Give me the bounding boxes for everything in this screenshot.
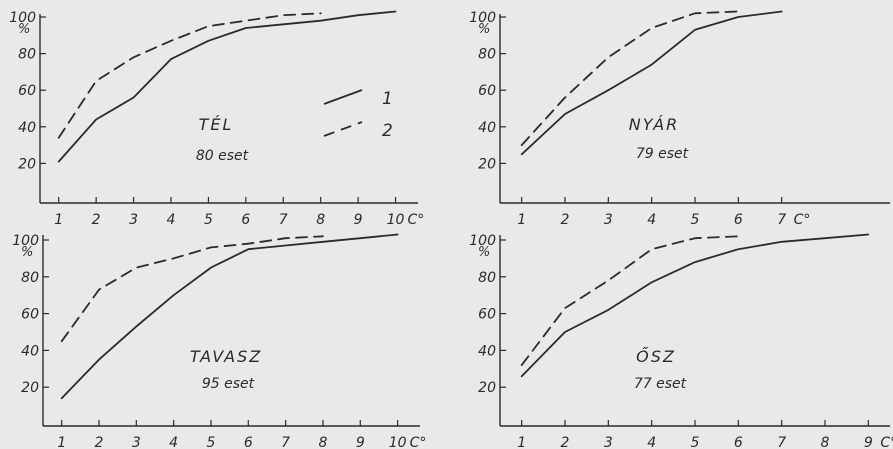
case-count-label: 79 eset — [636, 146, 689, 162]
legend-label: 2 — [382, 121, 393, 141]
season-label: TÉL — [199, 115, 234, 134]
y-tick-label: 20 — [18, 156, 36, 172]
x-tick-label: 6 — [241, 212, 250, 228]
y-tick-label: 40 — [478, 343, 496, 359]
y-axis-unit-label: % — [478, 245, 490, 260]
x-tick-label: 6 — [734, 212, 743, 228]
y-axis-unit-label: % — [478, 22, 490, 37]
chart-panel-summer: 20 40 60 80 100% 1 2 3 4 5 6 7 C° NYÁR 79 eset — [469, 10, 890, 228]
x-tick-label: 4 — [167, 212, 176, 228]
series-1-solid-line — [520, 10, 783, 156]
season-label: TAVASZ — [190, 347, 262, 366]
x-tick-label: 8 — [318, 435, 327, 449]
y-axis-unit-label: % — [21, 245, 33, 260]
x-tick-label: 8 — [316, 212, 325, 228]
y-tick-label: 80 — [478, 47, 496, 63]
legend-dashed-swatch — [323, 121, 363, 137]
series-2-dashed-line — [60, 235, 324, 343]
case-count-label: 77 eset — [634, 376, 687, 392]
season-label: ŐSZ — [636, 346, 676, 366]
series-2-dashed-line — [57, 12, 322, 139]
x-tick-label: 4 — [169, 435, 178, 449]
x-tick-label: 5 — [204, 212, 213, 228]
x-tick-label: 4 — [647, 212, 656, 228]
y-tick-label: 60 — [21, 307, 39, 323]
x-tick-label: 6 — [244, 435, 253, 449]
x-tick-label: 6 — [734, 435, 743, 449]
y-tick-label: 100 — [469, 233, 496, 249]
y-tick-label: 80 — [478, 270, 496, 286]
x-axis-unit-label: C° — [880, 435, 893, 449]
x-tick-label: 9 — [864, 435, 873, 449]
x-tick-label: 2 — [561, 212, 570, 228]
y-tick-label: 40 — [478, 120, 496, 136]
y-tick-label: 80 — [18, 47, 36, 63]
x-tick-label: 1 — [57, 435, 66, 449]
season-label: NYÁR — [629, 115, 680, 134]
x-tick-label: 10 — [389, 435, 407, 449]
y-tick-label: 100 — [12, 233, 39, 249]
y-tick-label: 100 — [9, 10, 36, 26]
legend-label: 1 — [382, 89, 393, 109]
x-tick-label: 10 — [387, 212, 405, 228]
x-tick-label: 1 — [517, 435, 526, 449]
series-1-solid-line — [60, 233, 399, 400]
series-2-dashed-line — [520, 10, 740, 147]
y-tick-label: 60 — [18, 83, 36, 99]
y-tick-label: 80 — [21, 270, 39, 286]
legend-solid-swatch — [323, 89, 363, 105]
case-count-label: 95 eset — [202, 376, 255, 392]
chart-panel-spring: 20 40 60 80 100% 1 2 3 4 5 6 7 8 9 10 C° TAVASZ 95 eset — [12, 233, 426, 449]
series-2-dashed-line — [520, 235, 740, 367]
y-axis-unit-label: % — [18, 22, 30, 37]
x-tick-label: 1 — [517, 212, 526, 228]
x-tick-label: 7 — [777, 435, 786, 449]
series-1-solid-line — [57, 10, 397, 163]
y-tick-label: 100 — [469, 10, 496, 26]
x-tick-label: 4 — [647, 435, 656, 449]
x-tick-label: 5 — [207, 435, 216, 449]
x-axis-unit-label: C° — [408, 212, 425, 228]
y-tick-label: 40 — [18, 120, 36, 136]
x-tick-label: 9 — [354, 212, 363, 228]
y-tick-label: 20 — [478, 380, 496, 396]
x-tick-label: 3 — [129, 212, 138, 228]
y-tick-label: 40 — [21, 343, 39, 359]
y-tick-label: 20 — [478, 156, 496, 172]
x-tick-label: 3 — [604, 212, 613, 228]
y-tick-label: 60 — [478, 83, 496, 99]
x-tick-label: 2 — [561, 435, 570, 449]
y-tick-label: 60 — [478, 307, 496, 323]
series-1-solid-line — [520, 233, 870, 378]
x-tick-label: 5 — [691, 435, 700, 449]
x-tick-label: 5 — [691, 212, 700, 228]
x-tick-label: 8 — [821, 435, 830, 449]
chart-panel-winter: 20 40 60 80 100% 1 2 3 4 5 6 7 8 9 10 C° TÉL 80 eset 1 2 — [9, 10, 424, 228]
x-tick-label: 2 — [92, 212, 101, 228]
x-tick-label: 1 — [54, 212, 63, 228]
x-tick-label: 7 — [281, 435, 290, 449]
x-tick-label: 7 — [777, 212, 786, 228]
x-axis-unit-label: C° — [794, 212, 811, 228]
chart-panel-autumn: 20 40 60 80 100% 1 2 3 4 5 6 7 8 9 C° ŐSZ 77 eset — [469, 233, 893, 449]
x-tick-label: 3 — [132, 435, 141, 449]
x-tick-label: 2 — [95, 435, 104, 449]
x-tick-label: 3 — [604, 435, 613, 449]
x-axis-unit-label: C° — [410, 435, 427, 449]
x-tick-label: 7 — [279, 212, 288, 228]
x-tick-label: 9 — [356, 435, 365, 449]
y-tick-label: 20 — [21, 380, 39, 396]
case-count-label: 80 eset — [196, 148, 249, 164]
